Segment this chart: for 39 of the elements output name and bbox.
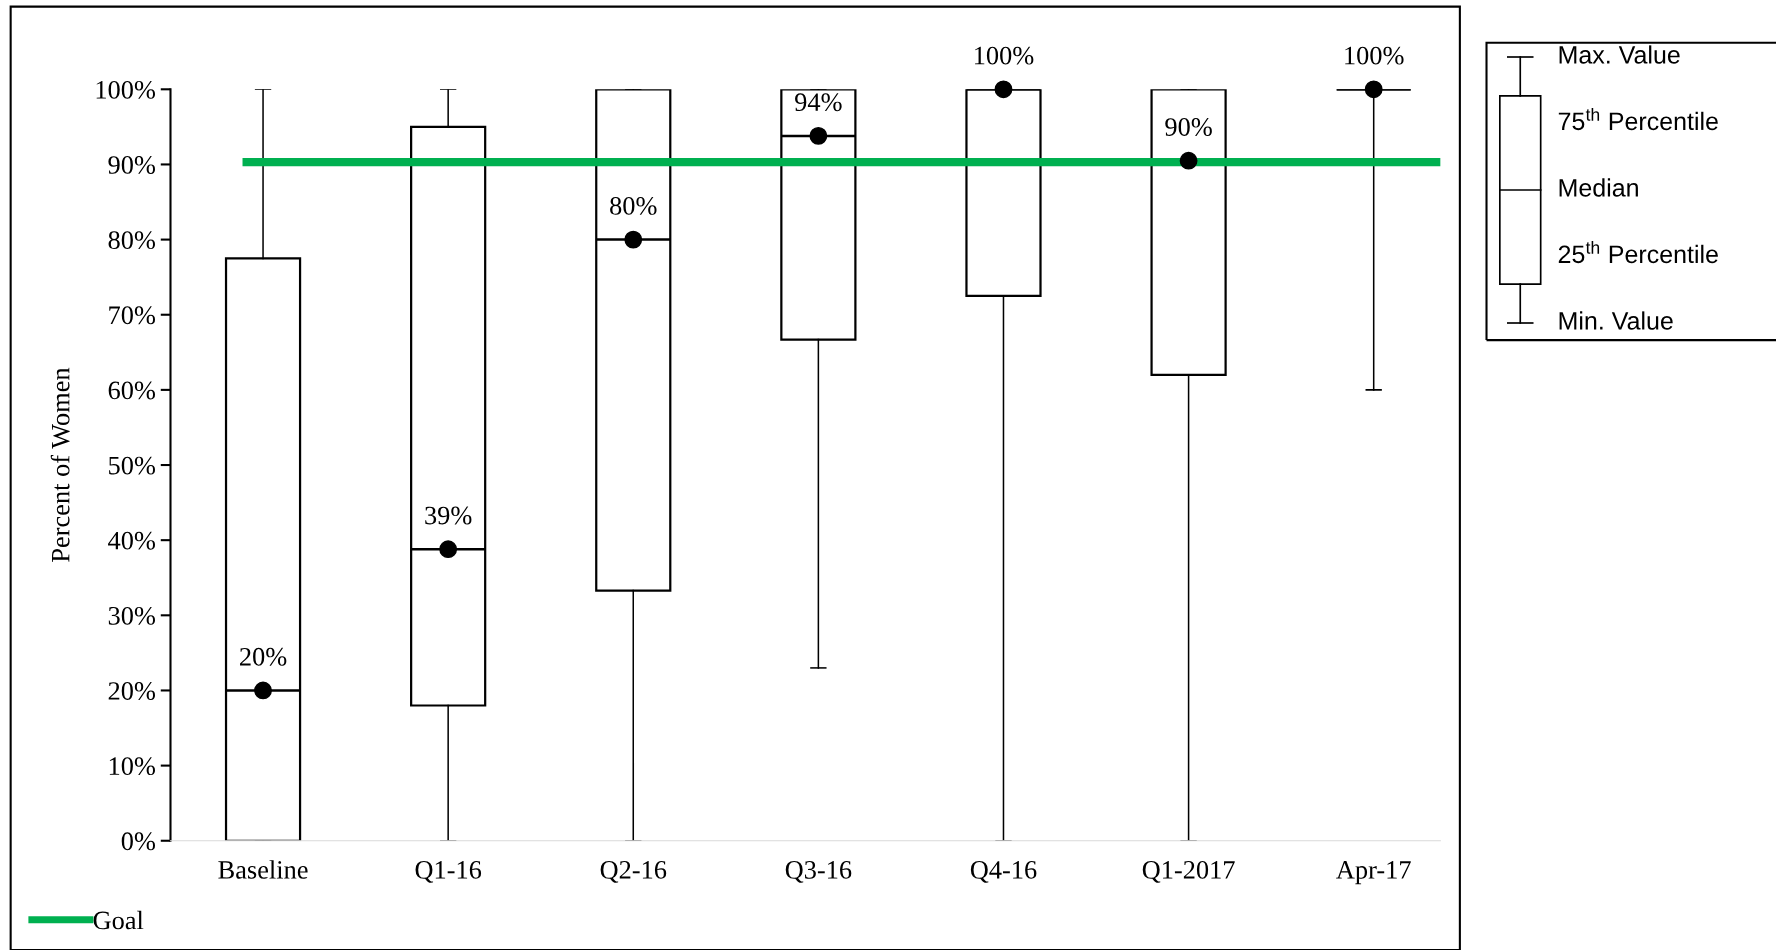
y-tick-label: 50% [109,456,156,475]
x-tick-label: Q1-2017 [1142,860,1235,883]
x-tick-label: Baseline [218,860,308,879]
y-tick-label: 10% [109,757,156,776]
data-label: 20% [240,647,287,666]
y-axis-title: Percent of Women [50,367,70,562]
point [254,681,272,700]
data-label: 39% [425,506,472,525]
x-tick-label: Q1-16 [415,861,482,883]
point [994,80,1013,99]
y-tick-label: 100% [96,80,156,99]
text: 75$^{th}$ Percentile [1558,107,1718,131]
y-tick-label: 90% [108,156,156,174]
y-tick-label: 70% [109,306,156,325]
data-label: 100% [975,46,1034,65]
y-tick-label: 30% [108,606,156,625]
point [1179,151,1198,170]
data-label: 90% [1165,118,1212,136]
y-tick-label: 80% [108,231,156,250]
point [439,540,458,559]
x-tick-label: Q4-16 [970,861,1037,883]
data-label: 100% [1345,46,1404,65]
data-label: 80% [610,196,657,215]
text: Median [1559,178,1638,197]
x-tick-label: Q2-16 [600,861,667,883]
y-tick-label: 0% [121,832,156,851]
legend-label: Goal [93,910,144,930]
y-tick-label: 60% [108,381,156,400]
text: Min. Value [1559,311,1673,330]
point [809,126,828,145]
x-tick-label: Q3-16 [785,861,852,883]
text: 25$^{th}$ Percentile [1558,240,1718,264]
point [624,230,643,249]
data-label: 94% [795,93,842,112]
text: Max. Value [1559,45,1680,64]
y-tick-label: 40% [108,531,156,550]
point [1364,80,1383,99]
x-tick-label: Apr-17 [1336,861,1411,885]
y-tick-label: 20% [108,682,156,700]
